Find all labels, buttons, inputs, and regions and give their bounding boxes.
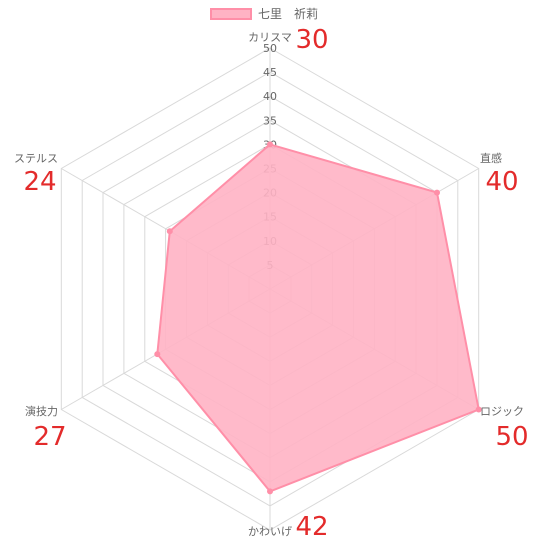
axis-label: 演技力 [25,404,58,418]
value-labels: 30 40 50 42 27 24 [23,25,528,540]
value-label: 27 [33,422,66,452]
data-point[interactable] [267,488,273,495]
value-label: 24 [23,167,56,197]
value-label: 50 [495,422,528,452]
axis-label: ロジック [480,405,524,418]
data-point[interactable] [475,406,482,413]
value-label: 40 [485,167,518,197]
data-point[interactable] [154,351,161,358]
data-point[interactable] [434,189,440,196]
data-point[interactable] [267,141,273,148]
tick-label: 50 [263,42,277,55]
axis-label: ステルス [14,152,58,165]
series-area [156,143,480,493]
data-point[interactable] [166,228,173,235]
legend-label: 七里 祈莉 [258,7,319,21]
axis-label: かわいげ [248,525,292,538]
value-label: 42 [295,512,328,540]
axis-label: 直感 [480,151,502,165]
tick-label: 45 [263,66,277,79]
legend[interactable]: 七里 祈莉 [0,6,540,24]
series-layer [154,141,482,495]
tick-label: 35 [263,114,277,127]
tick-label: 40 [263,90,277,103]
legend-swatch [210,8,252,20]
value-label: 30 [295,25,328,55]
axis-label: カリスマ [248,31,292,44]
